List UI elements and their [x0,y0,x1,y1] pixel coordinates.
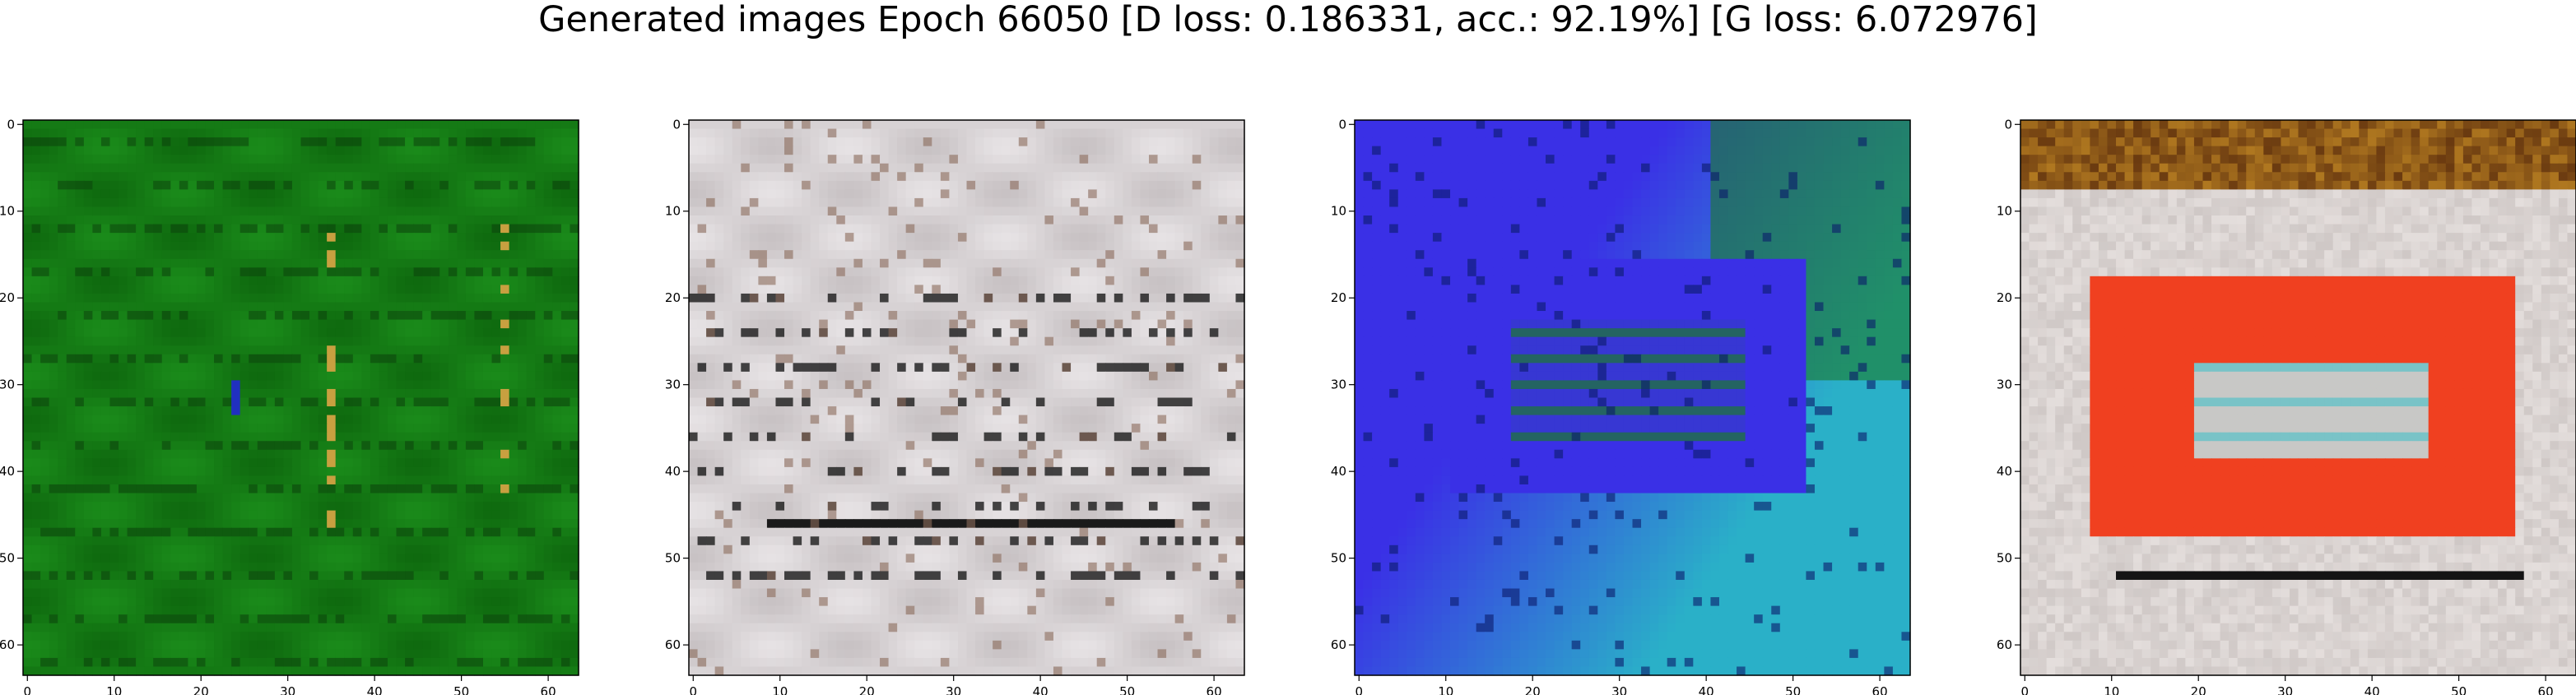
panel-2-xtick-label: 0 [690,684,698,695]
panel-1-xtick-label: 40 [367,684,383,695]
panel-2: 0 10 20 30 40 50 60 0 10 20 30 40 50 60 [665,117,1245,695]
panel-2-xtick-label: 30 [946,684,961,695]
panel-1-ytick-label: 20 [0,290,15,305]
panel-3-ytick-label: 10 [1331,204,1346,219]
panel-4-ytick-label: 40 [1997,464,2012,479]
panel-2-ytick-label: 0 [672,117,681,132]
panel-3-xtick-label: 30 [1611,684,1627,695]
panel-4-xtick-label: 20 [2191,684,2206,695]
panel-4-xtick-label: 50 [2451,684,2467,695]
panel-1-image [23,120,579,676]
panel-4-xtick-label: 30 [2277,684,2293,695]
panel-4-ytick-label: 30 [1997,378,2012,392]
panel-2-image [689,120,1245,676]
panel-4-xtick-label: 0 [2021,684,2030,695]
panel-3-ytick-label: 60 [1331,637,1346,652]
panel-3-xtick-label: 50 [1785,684,1801,695]
panel-4-image [2020,120,2576,676]
panel-3-ytick-label: 0 [1338,117,1346,132]
panel-2-ytick-label: 10 [665,204,681,219]
panel-4-xtick-label: 10 [2104,684,2119,695]
panel-4-ytick-label: 10 [1997,204,2012,219]
panel-3-xtick-label: 20 [1525,684,1541,695]
panel-4-xtick-label: 40 [2364,684,2380,695]
panel-1-xtick-label: 30 [280,684,295,695]
panel-4-xtick-label: 60 [2538,684,2554,695]
panel-2-ytick-label: 60 [665,637,681,652]
panel-1-xtick-label: 20 [193,684,209,695]
panel-1-xtick-label: 50 [453,684,469,695]
panel-4-ytick-label: 0 [2004,117,2012,132]
panel-2-xtick-label: 40 [1033,684,1049,695]
panel-4-ytick-label: 60 [1997,637,2012,652]
panel-2-ytick-label: 50 [665,551,681,566]
panel-4-ytick-label: 20 [1997,290,2012,305]
panel-3-image [1355,120,1911,676]
panel-1-xtick-label: 0 [24,684,32,695]
panel-3-xtick-label: 10 [1438,684,1453,695]
panel-1-ytick-label: 50 [0,551,15,566]
panel-4: 0 10 20 30 40 50 60 0 10 20 30 40 50 60 [1997,117,2576,695]
panel-2-ytick-label: 40 [665,464,681,479]
panel-3-xtick-label: 0 [1355,684,1364,695]
panel-2-xtick-label: 60 [1207,684,1222,695]
panel-2-ytick-label: 20 [665,290,681,305]
panel-1-ytick-label: 40 [0,464,15,479]
panel-1-xtick-label: 60 [541,684,556,695]
panel-4-ytick-label: 50 [1997,551,2012,566]
panel-3-ytick-label: 30 [1331,378,1346,392]
panel-2-xtick-label: 20 [859,684,875,695]
panel-3-ytick-label: 40 [1331,464,1346,479]
panel-1: 0 10 20 30 40 50 60 0 10 20 30 40 50 60 [0,117,579,695]
panel-2-xtick-label: 50 [1119,684,1135,695]
panel-3-ytick-label: 20 [1331,290,1346,305]
panel-1-ytick-label: 0 [7,117,15,132]
panel-3: 0 10 20 30 40 50 60 0 10 20 30 40 50 60 [1331,117,1911,695]
panel-1-xtick-label: 10 [106,684,122,695]
panel-3-ytick-label: 50 [1331,551,1346,566]
panel-1-ytick-label: 60 [0,637,15,652]
panel-3-xtick-label: 60 [1872,684,1888,695]
panel-3-xtick-label: 40 [1699,684,1714,695]
panel-2-ytick-label: 30 [665,378,681,392]
panel-1-ytick-label: 30 [0,378,15,392]
panel-2-xtick-label: 10 [772,684,788,695]
panel-1-ytick-label: 10 [0,204,15,219]
